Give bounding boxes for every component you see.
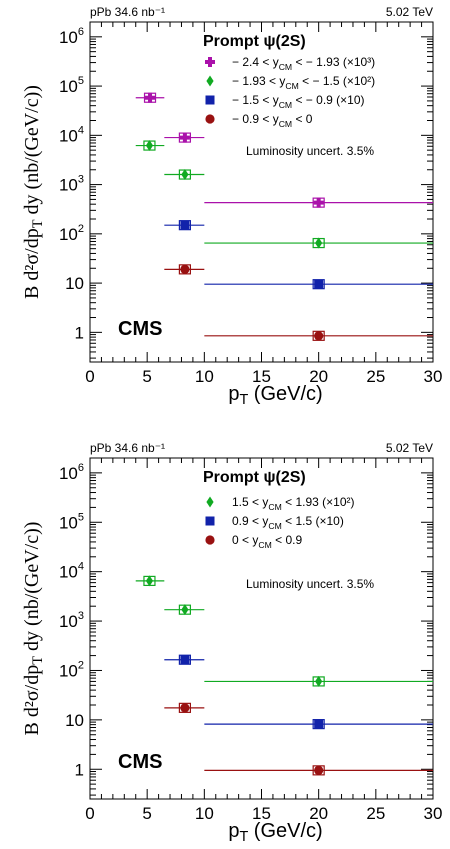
legend-item: 0 < yCM < 0.9 — [205, 533, 302, 550]
legend-marker-diamond — [206, 75, 214, 87]
legend-label: − 1.5 < yCM < − 0.9 (×10) — [232, 93, 365, 110]
y-tick-label: 1 — [75, 760, 84, 779]
x-axis-label: pT (GeV/c) — [228, 383, 322, 408]
data-point — [145, 140, 154, 152]
x-tick-label: 0 — [85, 367, 94, 386]
x-axis-label: pT (GeV/c) — [228, 820, 322, 845]
series-2 — [164, 654, 433, 730]
y-tick-label: 104 — [59, 124, 84, 145]
y-tick-label: 1 — [75, 323, 84, 342]
data-point — [314, 719, 324, 729]
data-point — [315, 675, 323, 687]
legend-item: − 1.5 < yCM < − 0.9 (×10) — [205, 93, 365, 110]
data-point — [313, 197, 324, 208]
data-point — [314, 331, 324, 341]
series-3 — [164, 702, 433, 776]
x-tick-label: 25 — [366, 804, 385, 823]
legend-label: − 2.4 < yCM < − 1.93 (×10³) — [232, 55, 375, 72]
legend-marker-circle — [205, 114, 215, 124]
data-point — [180, 655, 190, 665]
legend-marker-cross — [205, 57, 215, 67]
y-tick-label: 104 — [59, 561, 84, 582]
top-right-label: 5.02 TeV — [386, 5, 433, 19]
x-tick-label: 15 — [252, 367, 271, 386]
y-tick-label: 105 — [59, 75, 84, 96]
luminosity-annotation: Luminosity uncert. 3.5% — [246, 144, 374, 158]
data-point — [180, 703, 190, 713]
data-point — [145, 575, 154, 587]
y-tick-label: 106 — [59, 26, 84, 47]
legend-marker-circle — [205, 535, 215, 545]
legend-item: 0.9 < yCM < 1.5 (×10) — [205, 514, 344, 531]
y-tick-label: 102 — [59, 223, 84, 244]
x-tick-label: 20 — [309, 367, 328, 386]
x-tick-label: 5 — [142, 804, 151, 823]
legend-label: 1.5 < yCM < 1.93 (×10²) — [232, 495, 355, 512]
series-4 — [164, 264, 433, 341]
data-point — [315, 237, 323, 249]
legend-title: Prompt ψ(2S) — [203, 33, 306, 50]
data-point — [314, 765, 324, 775]
legend-item: − 0.9 < yCM < 0 — [205, 112, 313, 129]
data-point — [314, 279, 324, 289]
y-tick-label: 103 — [59, 610, 84, 631]
legend-item: − 1.93 < yCM < − 1.5 (×10²) — [206, 74, 375, 91]
x-tick-label: 15 — [252, 804, 271, 823]
y-axis-label: B d²σ/dpT dy (nb/(GeV/c)) — [21, 85, 46, 299]
legend-item: − 2.4 < yCM < − 1.93 (×10³) — [205, 55, 375, 72]
x-tick-label: 20 — [309, 804, 328, 823]
legend-marker-square — [205, 516, 215, 526]
cms-label: CMS — [118, 751, 162, 773]
y-tick-label: 106 — [59, 462, 84, 483]
y-tick-label: 105 — [59, 511, 84, 532]
y-tick-label: 10 — [65, 274, 84, 293]
legend-label: 0.9 < yCM < 1.5 (×10) — [232, 514, 344, 531]
y-axis-label: B d²σ/dpT dy (nb/(GeV/c)) — [21, 522, 46, 736]
top-left-label: pPb 34.6 nb⁻¹ — [90, 5, 165, 19]
x-tick-label: 10 — [195, 804, 214, 823]
x-tick-label: 0 — [85, 804, 94, 823]
data-point — [180, 220, 190, 230]
series-3 — [164, 220, 433, 290]
data-point — [179, 132, 190, 143]
plot-frame — [89, 457, 434, 800]
plot-frame — [89, 21, 434, 363]
y-tick-label: 102 — [59, 659, 84, 680]
top-left-label: pPb 34.6 nb⁻¹ — [90, 441, 165, 455]
legend-label: − 1.93 < yCM < − 1.5 (×10²) — [232, 74, 375, 91]
data-point — [181, 604, 189, 616]
legend-label: 0 < yCM < 0.9 — [232, 533, 302, 550]
y-tick-label: 103 — [59, 174, 84, 195]
legend-item: 1.5 < yCM < 1.93 (×10²) — [206, 495, 355, 512]
legend-marker-diamond — [206, 496, 214, 508]
x-tick-label: 30 — [424, 367, 443, 386]
cms-label: CMS — [118, 318, 162, 340]
y-tick-label: 10 — [65, 711, 84, 730]
series-1 — [135, 575, 433, 687]
luminosity-annotation: Luminosity uncert. 3.5% — [246, 577, 374, 591]
data-point — [181, 169, 189, 181]
x-tick-label: 5 — [142, 367, 151, 386]
x-tick-label: 25 — [366, 367, 385, 386]
legend-marker-square — [205, 95, 215, 105]
series-1 — [135, 92, 433, 208]
series-2 — [135, 140, 433, 249]
chart-panel-1: pPb 34.6 nb⁻¹ 5.02 TeV 0 5 10 15 20 25 30 1 10 102 1… — [21, 5, 442, 408]
x-tick-label: 30 — [424, 804, 443, 823]
legend-label: − 0.9 < yCM < 0 — [232, 112, 313, 129]
legend-title: Prompt ψ(2S) — [203, 469, 306, 486]
chart-panel-2: pPb 34.6 nb⁻¹ 5.02 TeV 0 5 10 15 20 25 30 1 10 102 1… — [21, 441, 442, 845]
top-right-label: 5.02 TeV — [386, 441, 433, 455]
data-point — [180, 264, 190, 274]
data-point — [145, 92, 156, 103]
x-tick-label: 10 — [195, 367, 214, 386]
